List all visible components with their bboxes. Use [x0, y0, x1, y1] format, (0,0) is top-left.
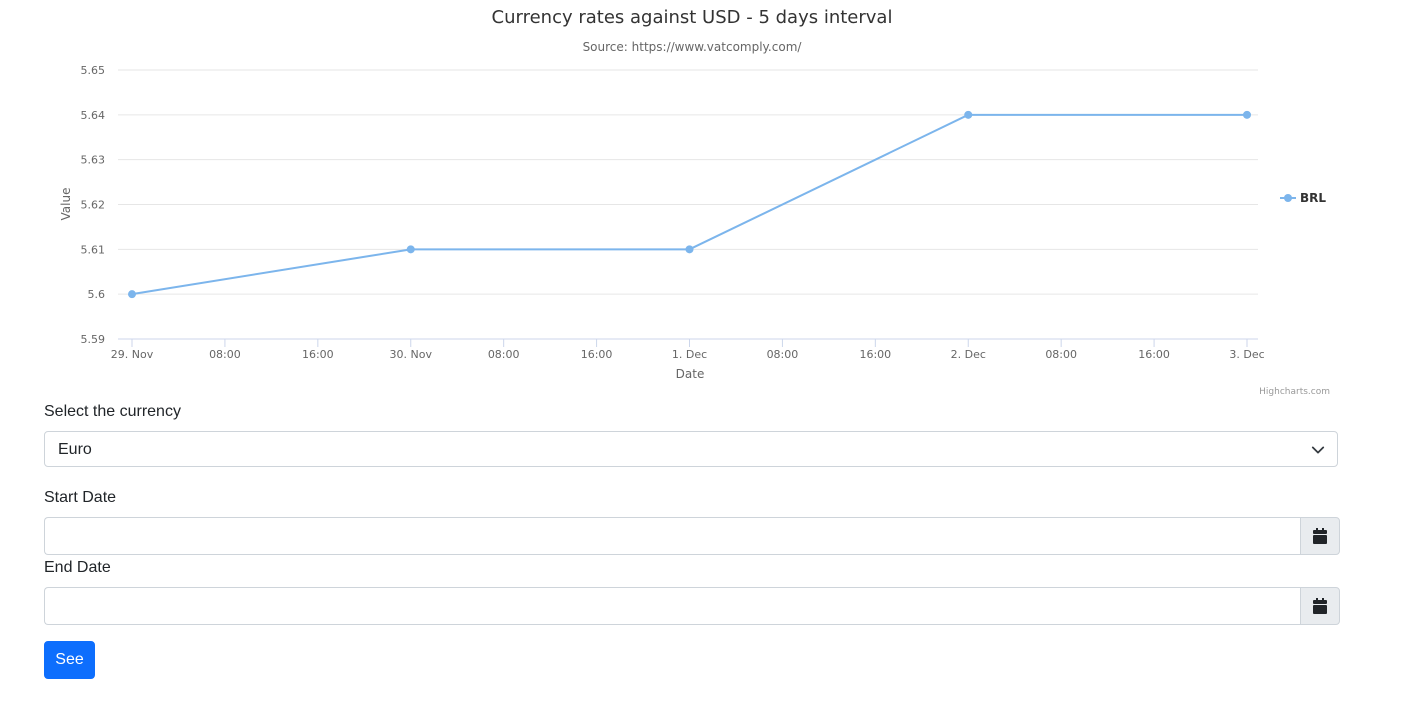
chart-subtitle: Source: https://www.vatcomply.com/ [583, 40, 803, 54]
data-point[interactable] [964, 110, 973, 119]
currency-chart: Currency rates against USD - 5 days inte… [59, 7, 1330, 397]
start-date-picker-button[interactable] [1300, 517, 1340, 555]
x-tick-label: 08:00 [488, 348, 520, 361]
data-point[interactable] [685, 245, 694, 254]
y-tick-label: 5.62 [81, 199, 106, 212]
x-tick-label: 29. Nov [111, 348, 154, 361]
y-tick-label: 5.59 [81, 333, 106, 346]
y-tick-label: 5.6 [88, 288, 106, 301]
x-tick-label: 30. Nov [390, 348, 433, 361]
y-tick-label: 5.61 [81, 243, 106, 256]
x-tick-label: 16:00 [302, 348, 334, 361]
y-tick-label: 5.65 [81, 64, 106, 77]
chevron-down-icon [1311, 446, 1325, 454]
currency-label: Select the currency [44, 403, 181, 420]
chart-credits[interactable]: Highcharts.com [1259, 387, 1330, 397]
start-date-input[interactable] [44, 517, 1302, 555]
x-tick-label: 08:00 [767, 348, 799, 361]
data-point[interactable] [406, 245, 415, 254]
x-tick-label: 1. Dec [672, 348, 707, 361]
y-axis-title: Value [59, 188, 73, 221]
series-brl [128, 110, 1251, 299]
end-date-input[interactable] [44, 587, 1302, 625]
data-point[interactable] [1243, 110, 1251, 119]
calendar-icon [1313, 528, 1327, 544]
x-tick-label: 08:00 [209, 348, 241, 361]
data-point[interactable] [128, 290, 136, 299]
currency-select[interactable]: Euro [44, 431, 1338, 467]
currency-select-value: Euro [58, 441, 92, 458]
x-tick-label: 16:00 [1138, 348, 1170, 361]
y-tick-label: 5.63 [81, 154, 106, 167]
legend-label-brl: BRL [1300, 191, 1326, 205]
end-date-picker-button[interactable] [1300, 587, 1340, 625]
x-tick-label: 08:00 [1045, 348, 1077, 361]
y-axis: 5.59 5.6 5.61 5.62 5.63 5.64 5.65 [81, 64, 106, 346]
start-date-label: Start Date [44, 489, 117, 506]
start-date-group [44, 517, 1340, 555]
legend-item-brl[interactable]: BRL [1280, 191, 1326, 205]
x-tick-label: 16:00 [581, 348, 613, 361]
chart-title: Currency rates against USD - 5 days inte… [492, 7, 893, 28]
x-axis: 29. Nov 08:00 16:00 30. Nov 08:00 16:00 1. Dec… [111, 338, 1265, 361]
x-tick-label: 3. Dec [1229, 348, 1264, 361]
y-grid [118, 69, 1258, 295]
x-tick-label: 2. Dec [951, 348, 986, 361]
y-tick-label: 5.64 [81, 109, 106, 122]
x-tick-label: 16:00 [859, 348, 891, 361]
end-date-label: End Date [44, 559, 111, 576]
calendar-icon [1313, 598, 1327, 614]
legend-symbol-marker [1284, 194, 1292, 202]
see-button[interactable]: See [44, 641, 95, 679]
end-date-group [44, 587, 1340, 625]
x-axis-title: Date [676, 367, 705, 381]
